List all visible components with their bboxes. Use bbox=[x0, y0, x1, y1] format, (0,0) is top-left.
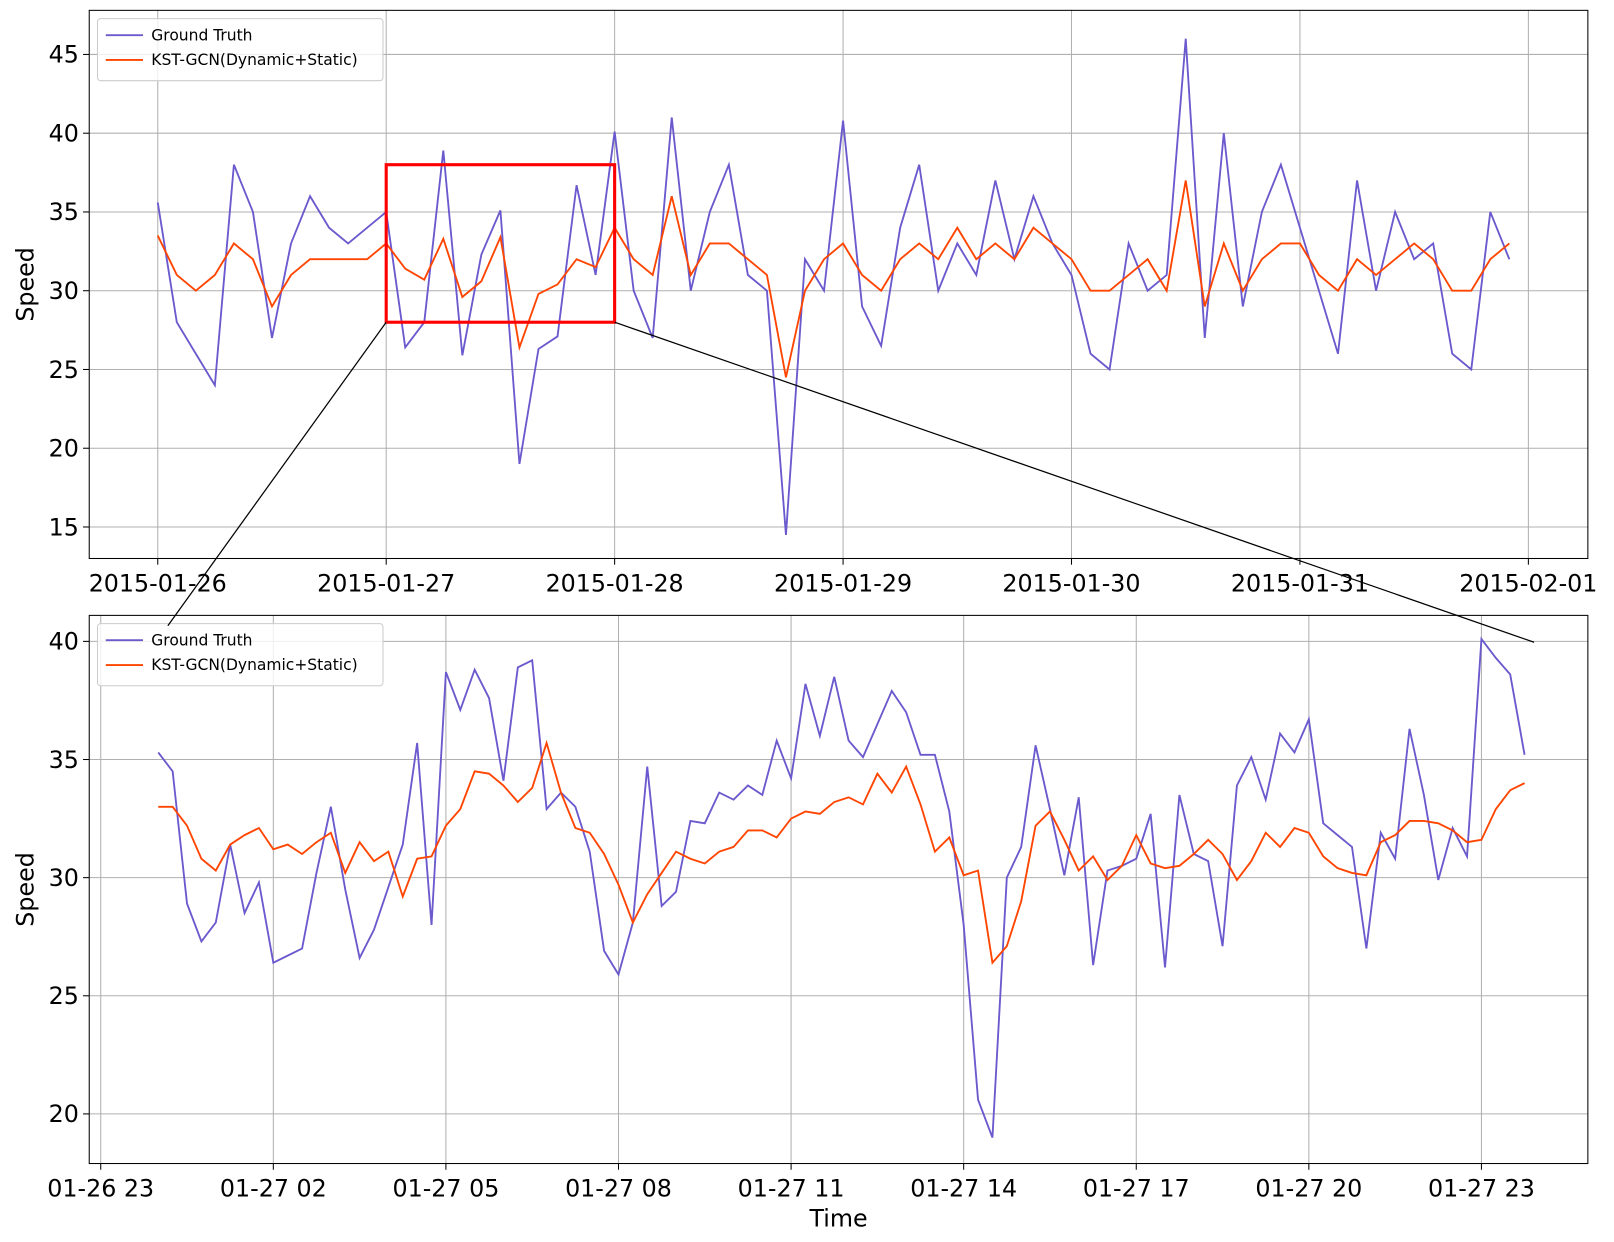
zoom-connector bbox=[167, 321, 387, 627]
y-tick-label: 20 bbox=[49, 1100, 79, 1128]
plot-frame bbox=[88, 9, 1589, 560]
legend-label: KST-GCN(Dynamic+Static) bbox=[151, 656, 357, 674]
zoom-connector bbox=[614, 321, 1535, 643]
x-tick-label: 01-27 02 bbox=[220, 1175, 327, 1203]
y-tick-label: 40 bbox=[49, 119, 79, 147]
plot-frame bbox=[88, 614, 1589, 1165]
x-axis-label: Time bbox=[808, 1205, 867, 1233]
x-tick-label: 2015-01-27 bbox=[317, 570, 455, 598]
legend-box bbox=[96, 18, 384, 82]
x-tick-label: 2015-01-30 bbox=[1002, 570, 1140, 598]
series-line bbox=[158, 739, 1525, 965]
x-tick-label: 01-27 11 bbox=[738, 1175, 845, 1203]
legend-label: Ground Truth bbox=[151, 631, 252, 649]
y-tick-label: 40 bbox=[49, 628, 79, 656]
x-tick-label: 01-27 23 bbox=[1428, 1175, 1535, 1203]
legend-box bbox=[96, 623, 384, 687]
zoom-box bbox=[384, 163, 617, 324]
x-tick-label: 2015-01-28 bbox=[546, 570, 684, 598]
y-axis-label: Speed bbox=[11, 247, 39, 321]
x-tick-label: 01-27 17 bbox=[1083, 1175, 1190, 1203]
legend-label: KST-GCN(Dynamic+Static) bbox=[151, 51, 357, 69]
series-line bbox=[157, 636, 1526, 1138]
series-line bbox=[156, 180, 1510, 378]
x-tick-label: 01-27 20 bbox=[1255, 1175, 1362, 1203]
y-axis-label: Speed bbox=[11, 852, 39, 927]
y-tick-label: 20 bbox=[49, 435, 79, 463]
y-tick-label: 30 bbox=[49, 277, 79, 305]
y-tick-label: 15 bbox=[49, 513, 79, 541]
x-tick-label: 01-27 08 bbox=[565, 1175, 672, 1203]
x-tick-label: 01-26 23 bbox=[47, 1175, 154, 1203]
y-tick-label: 35 bbox=[49, 746, 79, 774]
x-tick-label: 2015-02-01 bbox=[1459, 570, 1597, 598]
x-tick-label: 2015-01-31 bbox=[1231, 570, 1369, 598]
y-tick-label: 25 bbox=[49, 982, 79, 1010]
y-tick-label: 25 bbox=[49, 356, 79, 384]
x-tick-label: 01-27 14 bbox=[910, 1175, 1017, 1203]
x-tick-label: 2015-01-29 bbox=[774, 570, 912, 598]
legend-label: Ground Truth bbox=[151, 26, 252, 44]
y-tick-label: 30 bbox=[49, 864, 79, 892]
series-line bbox=[156, 38, 1511, 535]
y-tick-label: 45 bbox=[49, 41, 79, 69]
y-tick-label: 35 bbox=[49, 198, 79, 226]
x-tick-label: 2015-01-26 bbox=[89, 570, 227, 598]
x-tick-label: 01-27 05 bbox=[392, 1175, 499, 1203]
